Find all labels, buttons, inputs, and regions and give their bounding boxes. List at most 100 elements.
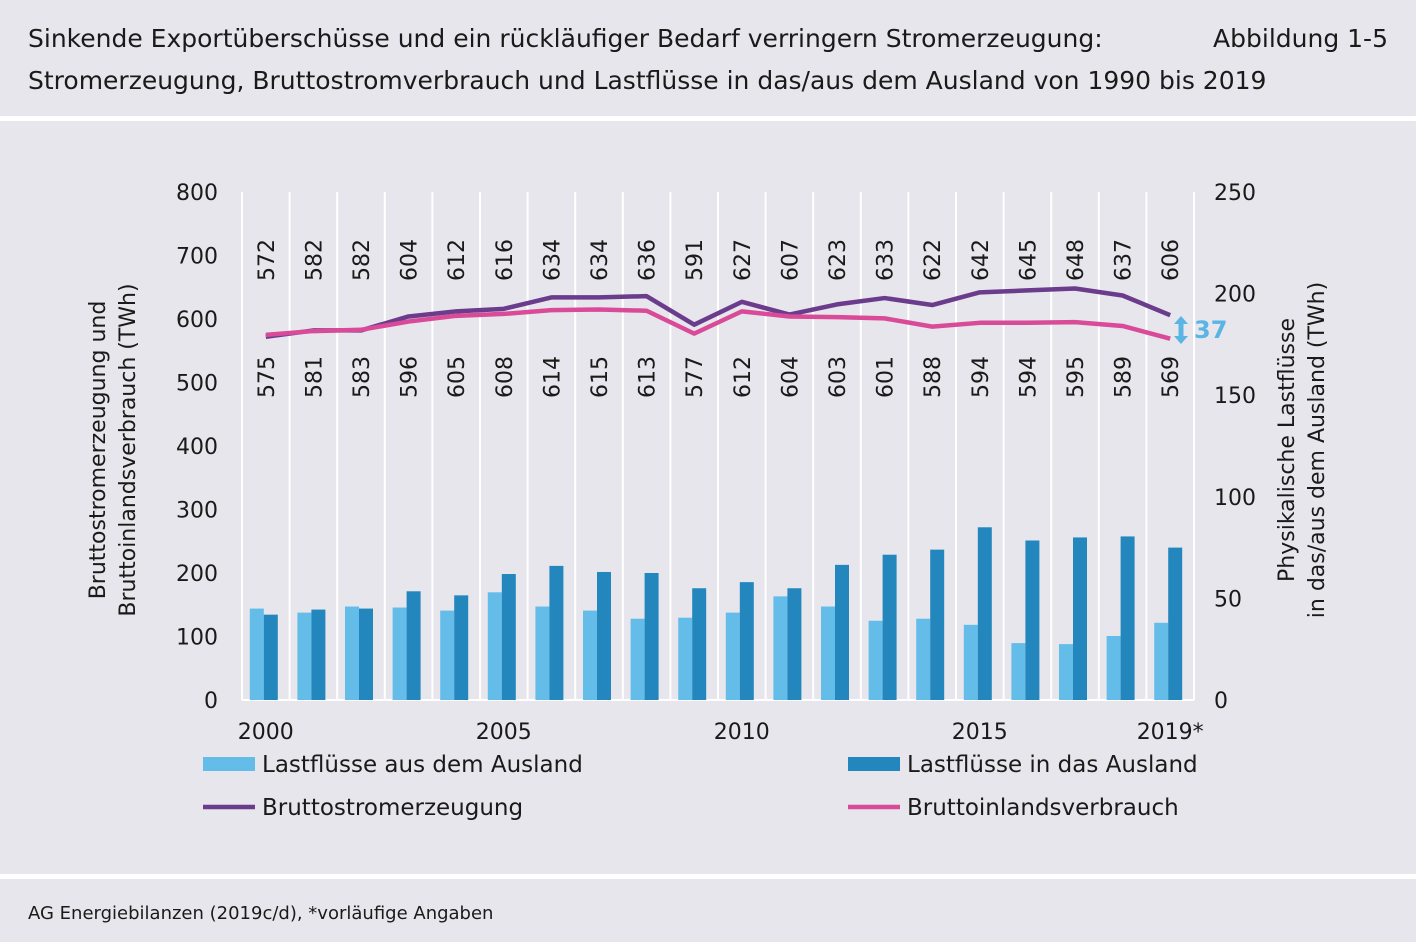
data-label-generation: 645 [1016,239,1041,281]
bar-export [1073,537,1087,700]
y-left-axis-title-line2: Bruttoinlandsverbrauch (TWh) [116,283,141,616]
y-left-tick-label: 0 [204,689,218,714]
data-label-consumption: 588 [921,356,946,398]
bar-export [930,549,945,700]
difference-label: 37 [1194,316,1227,344]
data-label-generation: 604 [398,239,423,281]
y-left-tick-label: 400 [176,435,218,460]
source-note: AG Energiebilanzen (2019c/d), *vorläufig… [28,903,494,924]
chart-title: Sinkende Exportüberschüsse und ein rückl… [28,24,1103,53]
data-label-generation: 634 [588,239,613,281]
bar-import [487,592,502,700]
x-tick-label: 2005 [476,720,532,745]
data-label-generation: 612 [445,239,470,281]
y-left-axis-title-line1: Bruttostromerzeugung und [86,301,111,600]
data-label-consumption: 583 [350,356,375,398]
legend-swatch-bar [848,757,900,771]
bar-import [725,612,740,700]
data-label-generation: 606 [1159,239,1184,281]
bar-export [835,564,849,700]
bar-import [868,620,883,700]
bar-export [406,591,421,700]
bar-export [597,571,611,700]
bar-export [359,608,373,700]
bar-export [977,527,992,700]
data-label-consumption: 614 [540,356,565,398]
header: Sinkende Exportüberschüsse und ein rückl… [0,0,1416,118]
bar-import [392,607,407,700]
data-label-consumption: 577 [683,356,708,398]
y-right-axis-title-line1: Physikalische Lastflüsse [1275,318,1300,582]
data-label-consumption: 594 [1016,356,1041,398]
bar-import [1059,644,1073,700]
data-label-consumption: 612 [731,356,756,398]
bar-export [644,573,659,700]
bar-export [1120,536,1135,700]
y-right-tick-label: 200 [1214,283,1256,308]
y-left-tick-label: 700 [176,245,218,270]
bar-import [1011,643,1026,700]
y-left-tick-label: 100 [176,626,218,651]
data-label-generation: 582 [350,239,375,281]
bar-export [263,614,278,700]
bar-import [345,606,359,700]
y-right-tick-label: 50 [1214,587,1242,612]
legend-label: Lastflüsse in das Ausland [907,752,1198,778]
bar-export [739,582,754,700]
y-left-tick-label: 300 [176,499,218,524]
y-left-tick-label: 200 [176,562,218,587]
data-label-consumption: 605 [445,356,470,398]
y-left-tick-label: 800 [176,181,218,206]
data-label-generation: 582 [302,239,327,281]
bar-import [1154,622,1169,700]
y-left-tick-label: 500 [176,372,218,397]
y-right-tick-label: 100 [1214,486,1256,511]
y-left-tick-label: 600 [176,308,218,333]
y-right-tick-label: 250 [1214,181,1256,206]
bar-import [678,617,693,700]
bar-export [454,595,469,700]
footer-divider [0,874,1416,879]
y-right-tick-label: 0 [1214,689,1228,714]
data-label-generation: 572 [255,239,280,281]
bar-import [963,624,978,700]
data-label-generation: 642 [969,239,994,281]
legend-label: Bruttostromerzeugung [262,795,523,821]
bar-export [501,574,516,700]
chart: 0 100 200 300 400 500 600 700 800 0 50 100 150 200 250… [86,181,1330,821]
data-label-consumption: 594 [969,356,994,398]
bar-export [549,565,564,700]
data-label-generation: 634 [540,239,565,281]
line-generation [265,286,1172,340]
bar-export [1168,547,1183,700]
legend-label: Bruttoinlandsverbrauch [907,795,1179,821]
bar-import [249,608,264,700]
bar-export [692,588,707,700]
data-label-consumption: 596 [398,356,423,398]
data-label-generation: 622 [921,239,946,281]
data-label-generation: 627 [731,239,756,281]
data-label-consumption: 613 [636,356,661,398]
data-label-consumption: 615 [588,356,613,398]
difference-arrow-head-down [1174,336,1188,344]
data-label-consumption: 601 [874,356,899,398]
line-consumption [265,307,1171,341]
bar-import [821,606,835,700]
data-label-consumption: 608 [493,356,518,398]
data-label-generation: 633 [874,239,899,281]
x-tick-label: 2010 [714,720,770,745]
y-right-axis-title-line2: in das/aus dem Ausland (TWh) [1305,282,1330,618]
data-label-consumption: 589 [1112,356,1137,398]
chart-subtitle: Stromerzeugung, Bruttostromverbrauch und… [28,66,1267,95]
data-label-consumption: 604 [778,356,803,398]
bar-import [1106,635,1121,700]
x-tick-label: 2019* [1137,720,1204,745]
legend-swatch-bar [203,757,255,771]
data-label-consumption: 569 [1159,356,1184,398]
data-label-consumption: 581 [302,356,327,398]
data-label-generation: 636 [636,239,661,281]
x-tick-label: 2015 [952,720,1008,745]
data-label-generation: 637 [1112,239,1137,281]
y-right-tick-label: 150 [1214,384,1256,409]
figure-label: Abbildung 1-5 [1213,24,1388,53]
